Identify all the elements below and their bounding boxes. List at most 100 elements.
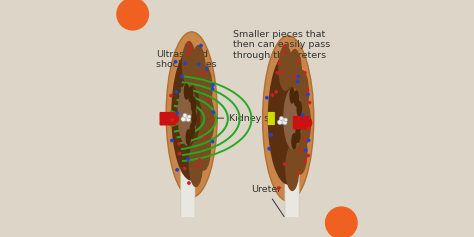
- Circle shape: [178, 152, 181, 155]
- Ellipse shape: [182, 41, 196, 87]
- Circle shape: [303, 138, 306, 141]
- Circle shape: [284, 118, 287, 122]
- Text: Kidney stones: Kidney stones: [191, 114, 296, 123]
- Circle shape: [279, 118, 286, 124]
- Ellipse shape: [296, 100, 302, 117]
- Circle shape: [297, 80, 299, 83]
- FancyBboxPatch shape: [285, 157, 299, 237]
- Circle shape: [308, 101, 310, 104]
- Ellipse shape: [166, 32, 217, 197]
- Circle shape: [183, 113, 187, 117]
- Ellipse shape: [197, 124, 211, 171]
- Circle shape: [277, 120, 282, 124]
- Circle shape: [204, 136, 206, 138]
- Circle shape: [211, 88, 214, 90]
- Circle shape: [326, 207, 357, 237]
- Ellipse shape: [293, 90, 299, 107]
- Ellipse shape: [297, 100, 311, 146]
- Circle shape: [176, 112, 179, 114]
- Circle shape: [181, 117, 186, 121]
- Ellipse shape: [263, 36, 314, 201]
- Ellipse shape: [190, 123, 195, 139]
- Ellipse shape: [297, 114, 303, 131]
- Circle shape: [308, 139, 310, 141]
- Circle shape: [283, 163, 286, 165]
- Circle shape: [276, 72, 279, 74]
- Circle shape: [174, 60, 177, 63]
- Circle shape: [271, 94, 273, 96]
- Circle shape: [188, 115, 191, 118]
- Circle shape: [265, 96, 268, 99]
- Ellipse shape: [289, 87, 295, 104]
- Circle shape: [190, 48, 192, 50]
- Ellipse shape: [191, 45, 206, 91]
- Circle shape: [297, 172, 300, 174]
- Ellipse shape: [268, 52, 309, 185]
- Circle shape: [199, 159, 201, 161]
- Ellipse shape: [178, 84, 197, 146]
- Text: Ureter: Ureter: [251, 185, 284, 217]
- Ellipse shape: [191, 96, 196, 113]
- Ellipse shape: [191, 110, 197, 127]
- Ellipse shape: [198, 66, 213, 112]
- Circle shape: [275, 91, 277, 93]
- Circle shape: [181, 75, 183, 78]
- Ellipse shape: [285, 145, 300, 191]
- Ellipse shape: [185, 129, 191, 146]
- Circle shape: [293, 75, 296, 78]
- Ellipse shape: [293, 128, 308, 175]
- Circle shape: [277, 187, 280, 189]
- Circle shape: [175, 91, 178, 93]
- Circle shape: [282, 71, 284, 74]
- Circle shape: [305, 149, 307, 151]
- Ellipse shape: [184, 83, 189, 100]
- Circle shape: [207, 98, 210, 100]
- Text: Smaller pieces that
then can easily pass
through the ureters: Smaller pieces that then can easily pass…: [233, 30, 330, 70]
- Circle shape: [197, 164, 199, 167]
- Circle shape: [306, 89, 309, 92]
- FancyBboxPatch shape: [160, 112, 175, 125]
- Circle shape: [304, 72, 306, 74]
- Circle shape: [188, 182, 190, 184]
- Circle shape: [267, 120, 270, 122]
- Circle shape: [171, 119, 173, 121]
- Ellipse shape: [291, 133, 297, 150]
- Circle shape: [178, 143, 180, 145]
- Ellipse shape: [167, 113, 179, 125]
- Ellipse shape: [189, 141, 203, 187]
- Ellipse shape: [171, 48, 212, 181]
- Ellipse shape: [295, 127, 301, 143]
- Circle shape: [212, 119, 214, 121]
- Circle shape: [171, 139, 173, 142]
- Circle shape: [211, 140, 214, 143]
- Circle shape: [283, 51, 285, 54]
- Circle shape: [187, 52, 189, 55]
- Circle shape: [200, 45, 202, 47]
- Circle shape: [283, 45, 285, 48]
- Circle shape: [270, 134, 272, 136]
- Circle shape: [201, 72, 204, 74]
- Ellipse shape: [301, 116, 312, 129]
- Circle shape: [297, 60, 299, 63]
- Circle shape: [187, 158, 189, 160]
- Circle shape: [300, 149, 302, 152]
- Circle shape: [297, 75, 300, 77]
- Circle shape: [268, 148, 270, 150]
- Ellipse shape: [188, 86, 193, 103]
- Circle shape: [183, 167, 186, 170]
- Circle shape: [304, 160, 306, 162]
- Ellipse shape: [295, 70, 309, 116]
- Ellipse shape: [288, 49, 302, 95]
- Circle shape: [206, 68, 208, 70]
- Circle shape: [198, 63, 200, 66]
- Circle shape: [176, 169, 178, 171]
- Circle shape: [278, 62, 281, 65]
- Circle shape: [307, 93, 309, 96]
- Text: Ultrasound
shock waves: Ultrasound shock waves: [156, 50, 217, 96]
- Circle shape: [183, 115, 189, 121]
- Circle shape: [308, 127, 310, 129]
- Circle shape: [283, 120, 287, 125]
- FancyBboxPatch shape: [293, 116, 309, 129]
- Circle shape: [301, 114, 304, 116]
- Ellipse shape: [278, 45, 292, 91]
